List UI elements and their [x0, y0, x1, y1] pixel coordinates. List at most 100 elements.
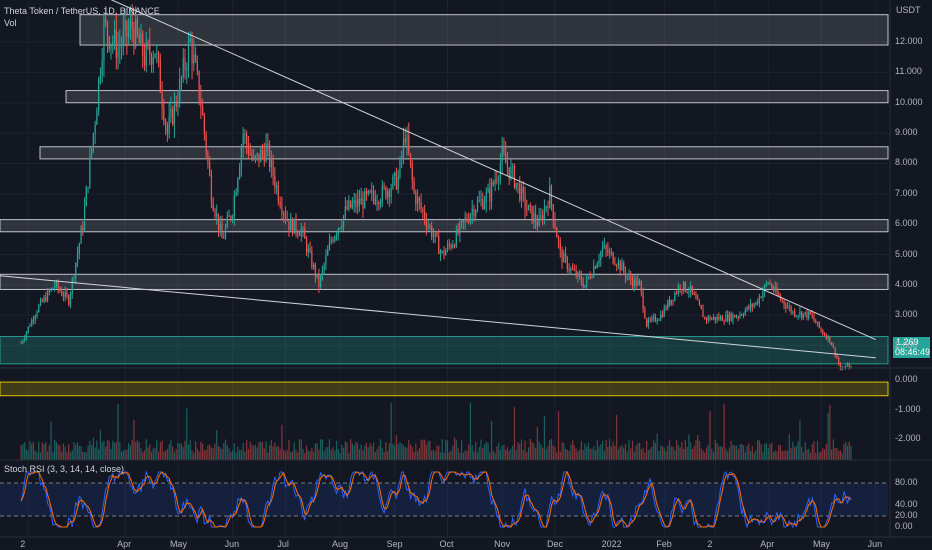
volume-bar: [776, 451, 778, 460]
volume-bar: [411, 446, 413, 460]
volume-bar: [173, 452, 176, 460]
volume-bar: [646, 440, 648, 460]
candle-body: [401, 155, 403, 159]
candle-body: [503, 147, 505, 154]
volume-bar: [690, 442, 692, 460]
volume-bar: [633, 451, 635, 460]
volume-bar: [221, 449, 223, 460]
volume-bar: [813, 441, 815, 460]
volume-bar: [804, 442, 806, 460]
volume-bar: [846, 445, 849, 460]
volume-bar: [564, 448, 567, 460]
volume-bar: [563, 442, 565, 460]
candle-body: [36, 311, 38, 317]
price-tick-label: 4.000: [895, 278, 918, 289]
candle-body: [41, 299, 43, 302]
volume-bar: [131, 440, 133, 460]
candle-body: [517, 182, 519, 184]
volume-bar: [279, 449, 281, 460]
volume-bar: [302, 449, 304, 460]
candle-body: [797, 315, 799, 317]
candle-body: [478, 200, 480, 202]
candle-body: [291, 219, 294, 234]
volume-bar: [572, 440, 574, 460]
volume-bar: [473, 451, 475, 460]
volume-bar: [143, 450, 146, 460]
candle-body: [251, 154, 253, 159]
candle-body: [799, 311, 801, 316]
candle-body: [69, 293, 72, 305]
volume-bar: [350, 439, 352, 460]
candle-body: [718, 316, 720, 320]
volume-bar: [827, 412, 829, 460]
candle-body: [73, 277, 75, 279]
candle-body: [616, 265, 618, 267]
candle-body: [157, 52, 160, 61]
candle-body: [189, 38, 191, 42]
candle-body: [163, 107, 165, 122]
volume-bar: [702, 450, 704, 460]
volume-bar: [605, 439, 607, 460]
candle-body: [210, 175, 213, 204]
volume-bar: [316, 442, 318, 460]
zone-1: [65, 90, 889, 104]
candle-body: [473, 208, 475, 217]
candle-body: [212, 203, 214, 211]
candle-body: [712, 316, 715, 319]
candle-body: [179, 79, 181, 104]
volume-bar: [355, 441, 357, 460]
candle-body: [820, 327, 822, 331]
candle-body: [776, 286, 778, 294]
candle-body: [573, 269, 575, 271]
candle-body: [223, 237, 225, 239]
volume-bar: [230, 452, 232, 460]
volume-bar: [601, 440, 604, 460]
volume-bar: [64, 446, 66, 460]
candle-body: [556, 228, 558, 238]
candle-body: [794, 311, 796, 317]
candle-body: [339, 227, 341, 229]
volume-bar: [59, 445, 61, 460]
candle-body: [191, 38, 193, 64]
candle-body: [394, 172, 396, 177]
candle-body: [355, 200, 357, 208]
volume-bar: [457, 447, 459, 460]
volume-bar: [487, 442, 489, 460]
candle-body: [350, 200, 352, 208]
candle-body: [672, 299, 674, 301]
volume-bar: [749, 450, 752, 460]
candle-body: [453, 245, 456, 247]
candle-body: [216, 213, 218, 217]
stoch-tick-label: 0.00: [895, 521, 913, 531]
candle-body: [371, 190, 373, 193]
volume-bar: [704, 452, 706, 460]
volume-bar: [427, 441, 429, 460]
volume-bar: [161, 440, 163, 460]
volume-bar: [831, 449, 833, 460]
volume-bar: [809, 452, 812, 460]
candle-body: [688, 292, 690, 294]
volume-bar: [228, 448, 230, 460]
volume-bar: [431, 450, 433, 460]
candle-body: [295, 218, 297, 233]
volume-bar: [675, 440, 678, 460]
candle-body: [561, 250, 563, 263]
volume-bar: [200, 441, 202, 460]
candle-body: [640, 281, 642, 293]
candle-body: [112, 42, 114, 44]
candle-body: [101, 61, 103, 76]
volume-bar: [461, 440, 463, 460]
candle-body: [646, 318, 648, 327]
candle-body: [644, 309, 646, 319]
volume-bar: [305, 445, 308, 460]
candle-body: [723, 321, 725, 323]
candle-body: [198, 71, 200, 100]
candle-body: [580, 276, 583, 283]
candle-body: [332, 239, 334, 242]
volume-bar: [256, 447, 258, 460]
volume-bar: [177, 442, 179, 460]
candle-body: [304, 228, 306, 239]
volume-bar: [78, 446, 80, 460]
candle-body: [802, 313, 805, 318]
